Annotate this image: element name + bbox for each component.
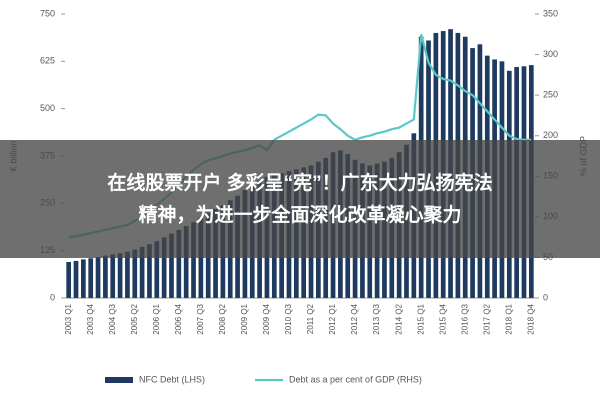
- x-tick-label: 2009 Q4: [262, 303, 271, 334]
- x-tick-label: 2006 Q1: [152, 303, 161, 334]
- bar: [103, 255, 108, 298]
- x-tick-label: 2015 Q4: [438, 303, 447, 334]
- caption-line: 精神，为进一步全面深化改革凝心聚力: [138, 203, 461, 226]
- y-tick-label: 625: [40, 56, 55, 66]
- legend-label: Debt as a per cent of GDP (RHS): [289, 374, 422, 384]
- y-tick-label: 0: [50, 292, 55, 302]
- caption-band: [0, 140, 600, 258]
- x-tick-label: 2007 Q3: [196, 303, 205, 334]
- x-tick-label: 2014 Q2: [394, 303, 403, 334]
- x-tick-label: 2008 Q2: [218, 303, 227, 334]
- bar: [147, 244, 152, 298]
- bar: [125, 251, 130, 298]
- x-tick-label: 2016 Q3: [460, 303, 469, 334]
- x-tick-label: 2012 Q1: [328, 303, 337, 334]
- x-tick-label: 2013 Q3: [372, 303, 381, 334]
- bar: [88, 258, 94, 298]
- x-tick-label: 2004 Q3: [108, 303, 117, 334]
- x-tick-label: 2011 Q2: [306, 303, 315, 334]
- y2-tick-label: 0: [543, 292, 548, 302]
- y2-tick-label: 300: [543, 49, 558, 59]
- y2-tick-label: 250: [543, 90, 558, 100]
- y-tick-label: 750: [40, 8, 55, 18]
- bar: [110, 254, 116, 298]
- bar: [81, 259, 86, 298]
- x-tick-label: 2017 Q2: [482, 303, 491, 334]
- bar: [191, 222, 196, 298]
- x-tick-label: 2010 Q3: [284, 303, 293, 334]
- bar: [66, 262, 72, 298]
- x-tick-label: 2018 Q1: [504, 303, 513, 334]
- x-tick-label: 2005 Q2: [130, 303, 139, 334]
- bar: [132, 249, 138, 298]
- y2-tick-label: 350: [543, 8, 558, 18]
- x-tick-label: 2003 Q1: [64, 303, 73, 334]
- x-tick-label: 2012 Q4: [350, 303, 359, 334]
- legend-label: NFC Debt (LHS): [139, 374, 205, 384]
- bar: [183, 226, 189, 298]
- x-tick-label: 2003 Q4: [86, 303, 95, 334]
- bar: [176, 229, 182, 298]
- caption-line: 在线股票开户 多彩呈“宪”！广东大力弘扬宪法: [107, 171, 492, 194]
- bar: [95, 257, 101, 298]
- x-tick-label: 2018 Q4: [526, 303, 535, 334]
- bar: [161, 237, 167, 298]
- y2-tick-label: 200: [543, 130, 558, 140]
- bar: [73, 260, 79, 298]
- x-tick-label: 2006 Q4: [174, 303, 183, 334]
- bar: [169, 233, 174, 298]
- legend-swatch: [105, 377, 133, 383]
- bar: [139, 246, 145, 298]
- bar: [117, 253, 123, 298]
- bar: [154, 241, 160, 298]
- y-tick-label: 500: [40, 103, 55, 113]
- x-tick-label: 2009 Q1: [240, 303, 249, 334]
- x-tick-label: 2015 Q1: [416, 303, 425, 334]
